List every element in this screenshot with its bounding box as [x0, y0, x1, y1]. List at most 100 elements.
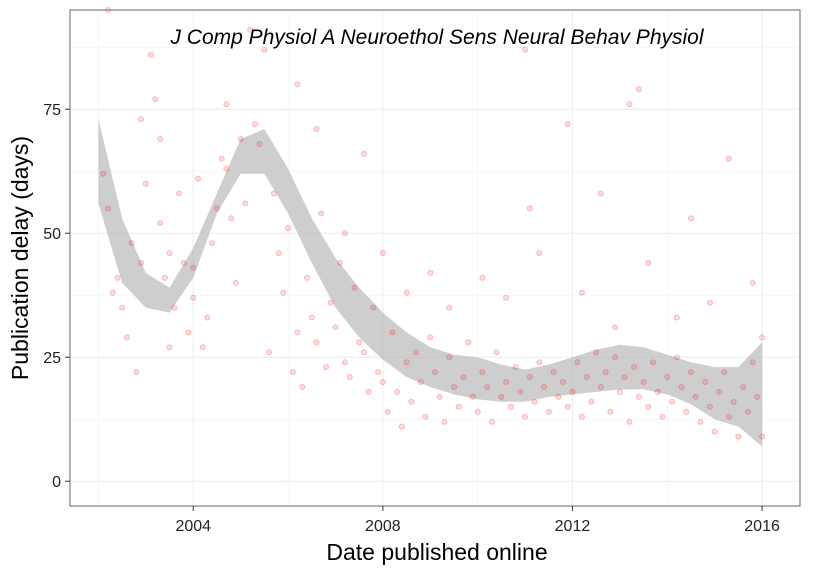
scatter-point	[702, 378, 709, 385]
scatter-point	[716, 388, 723, 395]
scatter-point	[436, 393, 443, 400]
scatter-point	[740, 383, 747, 390]
scatter-point	[190, 264, 197, 271]
scatter-point	[688, 369, 695, 376]
scatter-point	[507, 403, 514, 410]
scatter-point	[531, 398, 538, 405]
scatter-point	[578, 289, 585, 296]
scatter-point	[450, 383, 457, 390]
scatter-point	[706, 403, 713, 410]
scatter-point	[389, 329, 396, 336]
scatter-point	[626, 418, 633, 425]
scatter-point	[285, 225, 292, 232]
scatter-point	[536, 249, 543, 256]
scatter-point	[688, 215, 695, 222]
plot-panel-border	[69, 9, 801, 507]
scatter-point	[322, 364, 329, 371]
scatter-point	[735, 433, 742, 440]
scatter-point	[228, 215, 235, 222]
scatter-point	[597, 190, 604, 197]
scatter-point	[142, 180, 149, 187]
scatter-point	[645, 259, 652, 266]
scatter-point	[550, 369, 557, 376]
scatter-point	[744, 408, 751, 415]
scatter-point	[493, 349, 500, 356]
scatter-point	[270, 190, 277, 197]
scatter-point	[541, 383, 548, 390]
scatter-point	[526, 205, 533, 212]
scatter-point	[223, 165, 230, 172]
scatter-point	[664, 373, 671, 380]
scatter-point	[607, 408, 614, 415]
scatter-point	[123, 334, 130, 341]
scatter-point	[593, 349, 600, 356]
scatter-point	[313, 339, 320, 346]
scatter-point	[574, 359, 581, 366]
scatter-point	[427, 334, 434, 341]
scatter-point	[109, 289, 116, 296]
scatter-point	[479, 274, 486, 281]
scatter-point	[303, 274, 310, 281]
scatter-point	[427, 269, 434, 276]
scatter-point	[759, 334, 766, 341]
scatter-point	[650, 359, 657, 366]
scatter-point	[294, 81, 301, 88]
scatter-point	[635, 393, 642, 400]
scatter-point	[721, 369, 728, 376]
scatter-point	[484, 383, 491, 390]
scatter-point	[697, 418, 704, 425]
scatter-point	[157, 135, 164, 142]
scatter-point	[555, 393, 562, 400]
scatter-point	[360, 349, 367, 356]
scatter-point	[654, 388, 661, 395]
scatter-point	[673, 314, 680, 321]
scatter-point	[161, 274, 168, 281]
scatter-point	[417, 378, 424, 385]
scatter-point	[588, 398, 595, 405]
scatter-point	[749, 359, 756, 366]
scatter-point	[360, 150, 367, 157]
scatter-point	[522, 413, 529, 420]
scatter-point	[545, 408, 552, 415]
scatter-point	[725, 413, 732, 420]
scatter-point	[564, 121, 571, 128]
scatter-point	[379, 249, 386, 256]
scatter-point	[213, 205, 220, 212]
scatter-point	[180, 259, 187, 266]
scatter-point	[503, 378, 510, 385]
scatter-point	[446, 304, 453, 311]
scatter-point	[488, 418, 495, 425]
scatter-point	[379, 378, 386, 385]
scatter-point	[313, 126, 320, 133]
scatter-point	[294, 329, 301, 336]
axis-ticks: 2004 2008 2012 2016 0 25 50 75	[43, 102, 780, 535]
scatter-point	[469, 393, 476, 400]
scatter-point	[133, 369, 140, 376]
scatter-point	[621, 373, 628, 380]
scatter-point	[237, 135, 244, 142]
scatter-point	[479, 369, 486, 376]
scatter-point	[754, 393, 761, 400]
x-tick-label: 2008	[365, 518, 401, 535]
y-tick-label: 0	[52, 474, 61, 491]
scatter-point	[446, 354, 453, 361]
scatter-point	[119, 304, 126, 311]
scatter-point	[759, 433, 766, 440]
smooth-confidence-band	[98, 119, 763, 447]
scatter-point	[204, 314, 211, 321]
scatter-point	[659, 413, 666, 420]
scatter-point	[465, 339, 472, 346]
scatter-point	[341, 359, 348, 366]
scatter-point	[280, 289, 287, 296]
scatter-point	[635, 86, 642, 93]
scatter-point	[341, 230, 348, 237]
scatter-point	[351, 284, 358, 291]
scatter-point	[597, 383, 604, 390]
scatter-point	[138, 116, 145, 123]
scatter-point	[517, 388, 524, 395]
y-tick-label: 75	[43, 102, 61, 119]
scatter-point	[616, 388, 623, 395]
y-tick-label: 25	[43, 350, 61, 367]
scatter-point	[190, 294, 197, 301]
scatter-point	[152, 96, 159, 103]
